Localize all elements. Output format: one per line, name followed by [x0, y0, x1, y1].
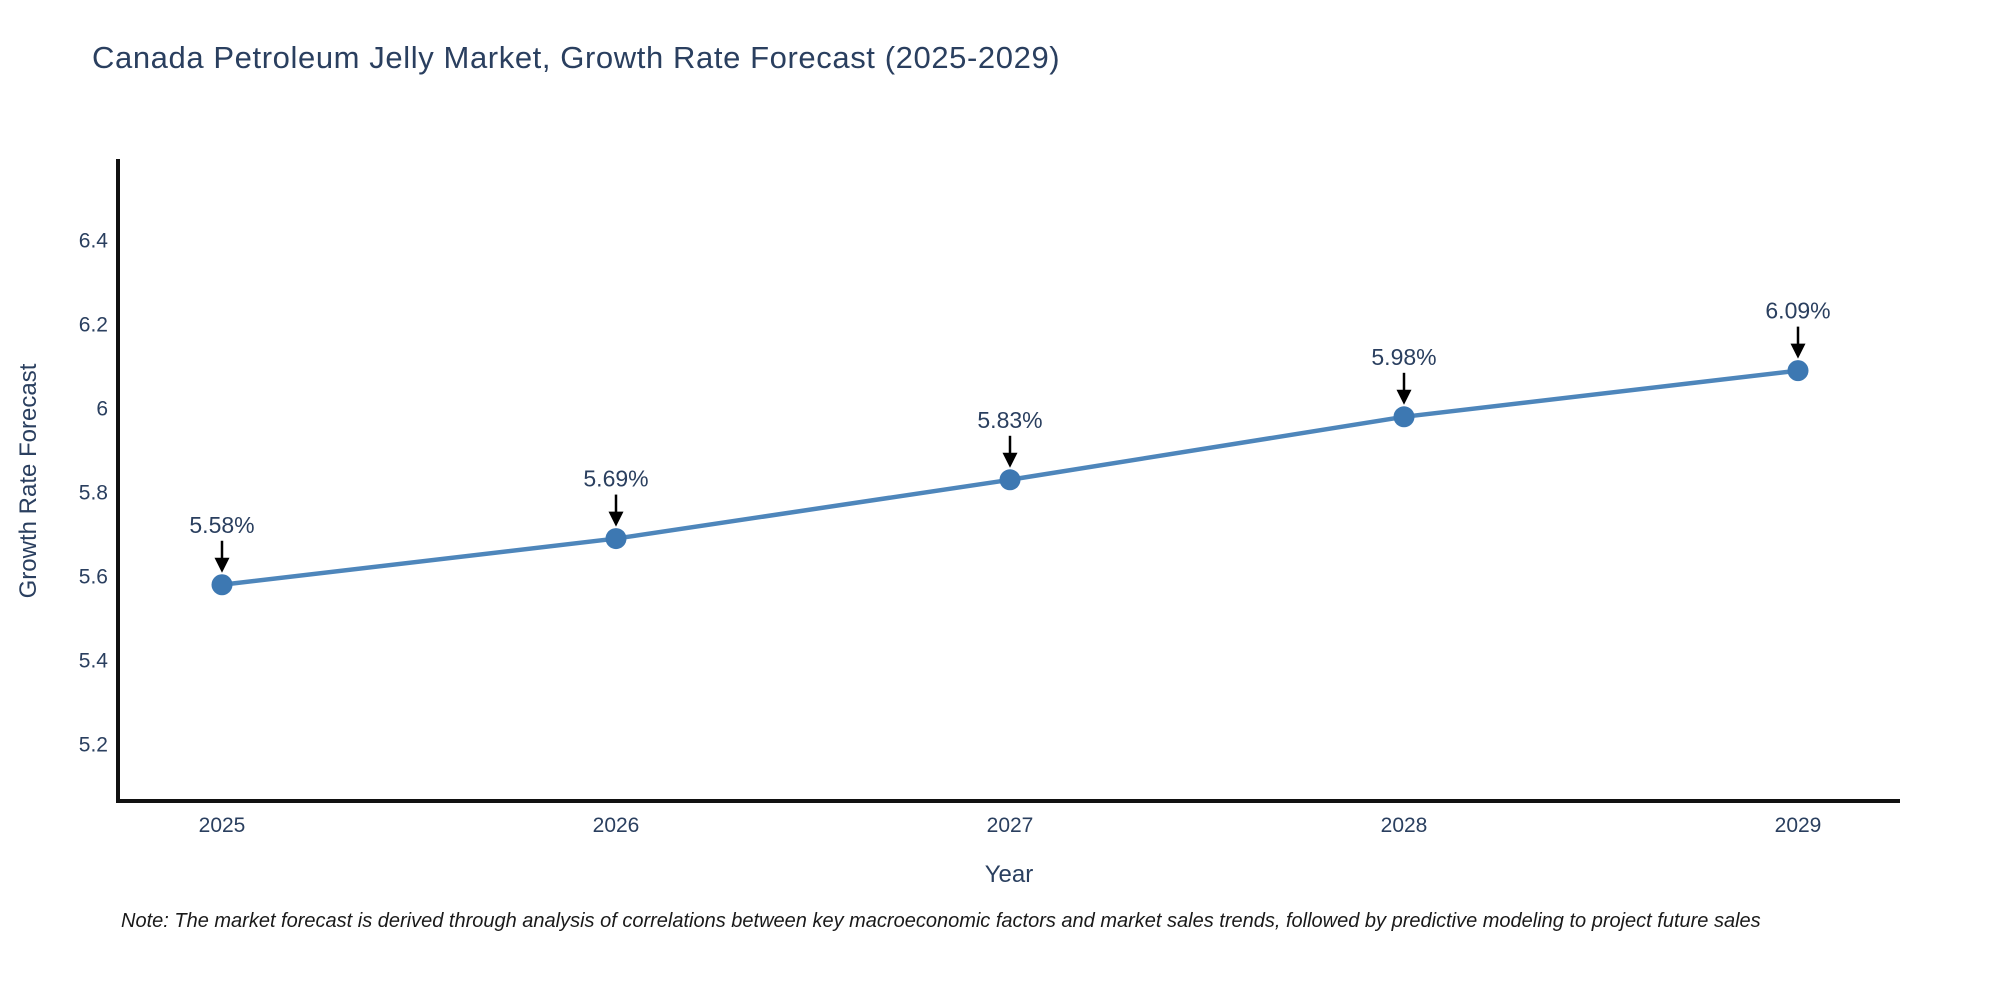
data-point-marker [999, 469, 1021, 491]
footnote: Note: The market forecast is derived thr… [121, 910, 1761, 932]
point-annotation-label: 5.83% [977, 407, 1042, 433]
y-tick-label: 5.2 [79, 733, 108, 756]
y-tick-label: 6.4 [79, 229, 109, 252]
y-tick-label: 5.4 [79, 649, 109, 672]
x-tick-label: 2029 [1775, 814, 1822, 837]
y-tick-label: 6 [96, 397, 108, 420]
point-annotation-label: 6.09% [1765, 298, 1830, 324]
data-point-marker [1393, 406, 1415, 428]
data-point-marker [1787, 360, 1809, 382]
point-annotation-label: 5.58% [189, 512, 254, 538]
data-point-marker [211, 574, 233, 596]
annotation-arrow-head [1396, 389, 1412, 405]
x-axis-title: Year [984, 861, 1034, 888]
point-annotation-label: 5.69% [583, 466, 648, 492]
x-tick-label: 2027 [987, 814, 1034, 837]
x-tick-label: 2026 [593, 814, 640, 837]
data-point-marker [605, 528, 627, 550]
y-tick-label: 5.8 [79, 481, 108, 504]
y-tick-label: 6.2 [79, 313, 108, 336]
annotation-arrow-head [1002, 452, 1018, 468]
annotation-arrow-head [1790, 343, 1806, 359]
chart-title: Canada Petroleum Jelly Market, Growth Ra… [92, 40, 1061, 75]
y-axis-title: Growth Rate Forecast [15, 363, 42, 599]
annotation-arrow-head [608, 511, 624, 527]
x-tick-label: 2025 [199, 814, 246, 837]
x-tick-label: 2028 [1381, 814, 1428, 837]
y-tick-label: 5.6 [79, 565, 108, 588]
point-annotation-label: 5.98% [1371, 344, 1436, 370]
annotation-arrow-head [214, 557, 230, 573]
